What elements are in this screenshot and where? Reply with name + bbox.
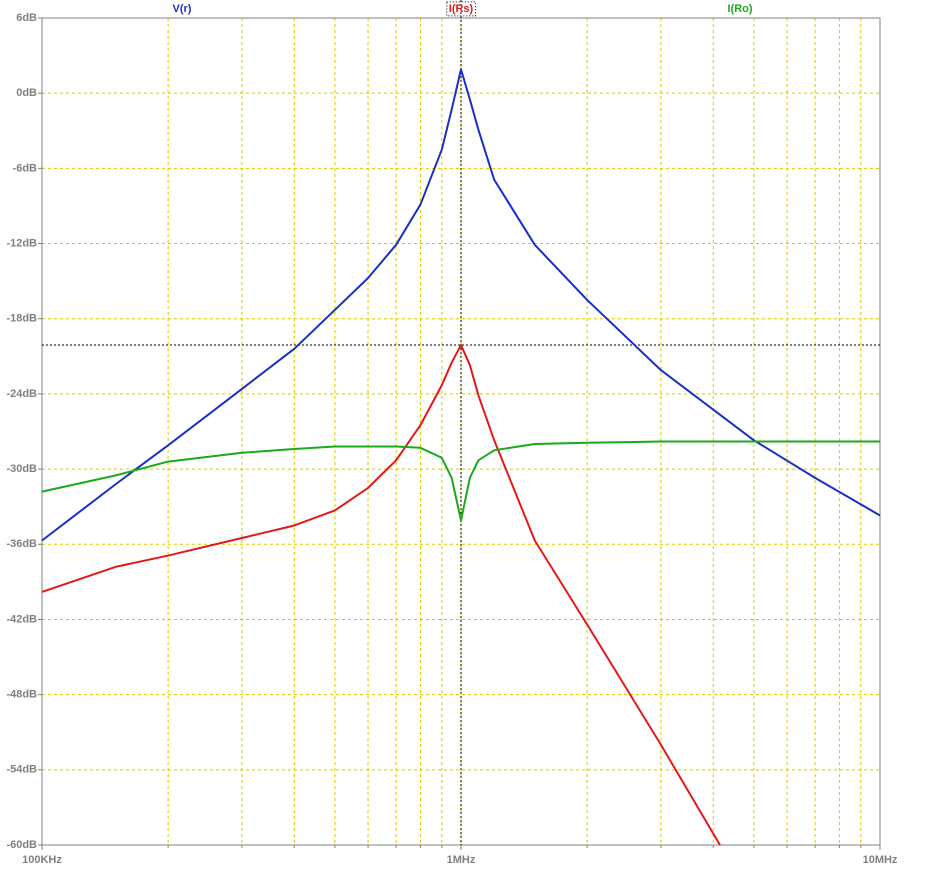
series-line — [41, 344, 721, 846]
series-line — [41, 68, 881, 542]
y-tick-label: -60dB — [6, 839, 37, 851]
x-tick-label: 10MHz — [863, 854, 898, 866]
y-tick-label: -18dB — [6, 313, 37, 325]
legend-entry: V(r) — [173, 3, 192, 15]
legend-entry: I(Rs) — [449, 3, 474, 15]
y-tick-label: -36dB — [6, 538, 37, 550]
x-tick-label: 1MHz — [447, 854, 476, 866]
y-tick-label: 6dB — [16, 12, 37, 24]
y-tick-label: -30dB — [6, 463, 37, 475]
legend-selection — [446, 1, 477, 17]
series-line — [41, 440, 880, 522]
y-tick-label: -48dB — [6, 689, 37, 701]
y-tick-label: -42dB — [6, 613, 37, 625]
legend-entry: I(Ro) — [727, 3, 752, 15]
y-tick-label: -24dB — [6, 388, 37, 400]
y-tick-label: -54dB — [6, 764, 37, 776]
y-tick-label: -6dB — [13, 162, 38, 174]
y-tick-label: 0dB — [16, 87, 37, 99]
x-tick-label: 100KHz — [22, 854, 62, 866]
y-tick-label: -12dB — [6, 237, 37, 249]
